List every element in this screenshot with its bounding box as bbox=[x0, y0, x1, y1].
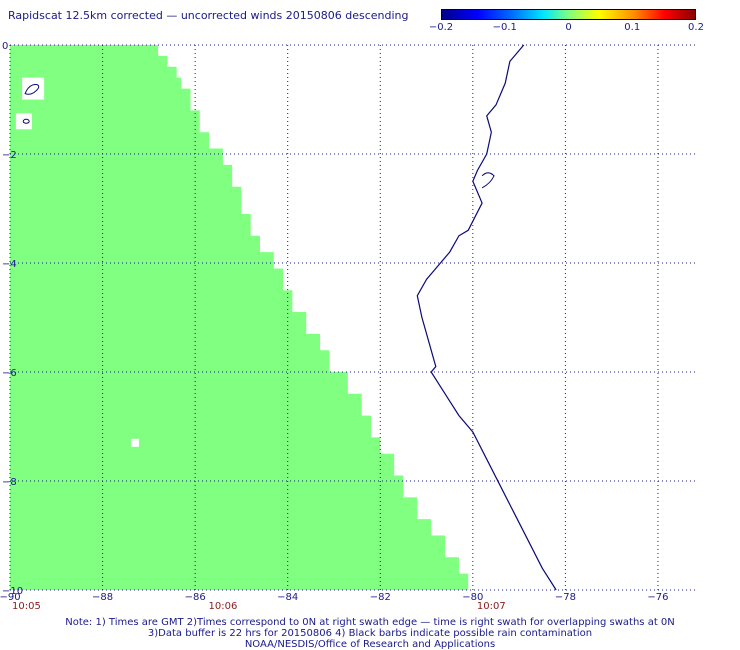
coastline-detail bbox=[481, 172, 495, 189]
note-line-1: Note: 1) Times are GMT 2)Times correspon… bbox=[65, 617, 675, 628]
lon-tick-label: −90 bbox=[0, 592, 21, 603]
swath-gap bbox=[130, 438, 139, 447]
swath-data bbox=[10, 45, 492, 590]
time-label: 10:05 bbox=[12, 601, 41, 612]
colorbar-tick: −0.1 bbox=[492, 22, 517, 33]
note-line-3: NOAA/NESDIS/Office of Research and Appli… bbox=[244, 639, 496, 650]
colorbar-tick: −0.2 bbox=[428, 22, 454, 33]
lon-tick-label: −76 bbox=[647, 592, 668, 603]
lon-tick-label: −84 bbox=[277, 592, 298, 603]
colorbar-tick: 0 bbox=[565, 22, 572, 33]
colorbar-tick: 0.1 bbox=[624, 22, 641, 33]
lon-tick-label: −88 bbox=[92, 592, 113, 603]
swath-gap bbox=[15, 113, 32, 130]
island-outline bbox=[22, 118, 30, 124]
note-line-2: 3)Data buffer is 22 hrs for 20150806 4) … bbox=[147, 628, 593, 639]
lon-tick-label: −86 bbox=[185, 592, 206, 603]
chart-title: Rapidscat 12.5km corrected — uncorrected… bbox=[8, 9, 409, 22]
time-label: 10:06 bbox=[208, 601, 237, 612]
colorbar bbox=[441, 9, 696, 20]
lon-tick-label: −82 bbox=[370, 592, 391, 603]
time-label: 10:07 bbox=[477, 601, 506, 612]
lat-tick-label: −6 bbox=[2, 368, 17, 379]
lat-tick-label: −8 bbox=[2, 477, 17, 488]
coastline bbox=[416, 44, 557, 591]
colorbar-tick: 0.2 bbox=[688, 22, 704, 33]
lat-tick-label: −10 bbox=[2, 586, 23, 597]
lon-tick-label: −80 bbox=[462, 592, 483, 603]
lat-tick-label: 0 bbox=[2, 41, 8, 52]
lat-tick-label: −2 bbox=[2, 150, 17, 161]
island-outline bbox=[24, 84, 40, 95]
lat-tick-label: −4 bbox=[2, 259, 17, 270]
swath-gap bbox=[22, 77, 45, 100]
lon-tick-label: −78 bbox=[555, 592, 576, 603]
